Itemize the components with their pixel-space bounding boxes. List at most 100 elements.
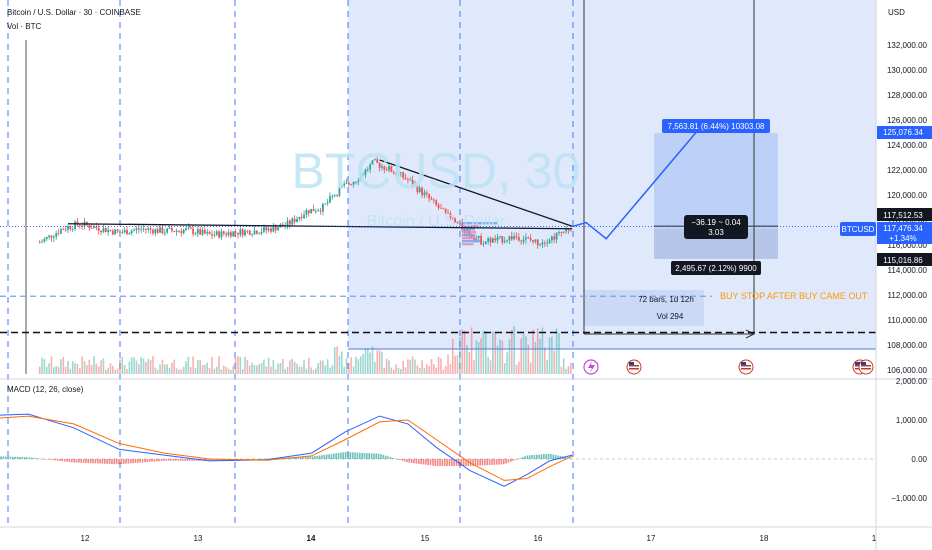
event-us-flag-icon-4[interactable]	[858, 359, 874, 375]
volume-bar	[551, 336, 553, 374]
macd-hist-bar	[427, 459, 430, 466]
event-flash-glyph	[588, 361, 595, 373]
macd-hist-bar	[384, 455, 387, 459]
volume-bar	[187, 356, 190, 374]
macd-hist-bar	[193, 459, 196, 461]
measure-box-profit[interactable]	[654, 133, 778, 229]
candle-body	[260, 231, 263, 234]
volume-bar	[194, 367, 197, 374]
candle-body	[385, 169, 388, 171]
candle-body	[76, 221, 79, 225]
macd-hist-bar	[337, 452, 340, 459]
macd-hist-bar	[264, 458, 267, 460]
macd-hist-bar	[373, 453, 375, 459]
macd-hist-bar	[153, 459, 156, 462]
volume-bar	[409, 359, 412, 374]
volume-bar	[256, 365, 258, 374]
measure-middle-label-bottom: 3.03	[708, 228, 724, 237]
macd-hist-bar	[321, 455, 323, 459]
volume-bar	[350, 357, 353, 374]
macd-hist-bar	[205, 459, 208, 461]
macd-hist-bar	[115, 459, 118, 465]
macd-hist-bar	[307, 456, 309, 459]
candle-body	[558, 232, 560, 234]
volume-label[interactable]: Vol · BTC	[7, 22, 41, 31]
volume-bar	[454, 355, 456, 374]
volume-bar	[326, 359, 329, 374]
volume-bar	[461, 329, 463, 374]
candle-body	[204, 229, 206, 234]
candle-body	[166, 228, 169, 233]
macd-hist-bar	[212, 459, 215, 461]
volume-bar	[156, 369, 159, 374]
macd-hist-bar	[396, 459, 399, 460]
volume-bar	[86, 364, 88, 374]
currency-label[interactable]: USD	[888, 8, 905, 17]
volume-bar	[253, 365, 256, 374]
macd-hist-bar	[375, 453, 378, 459]
macd-hist-bar	[380, 454, 382, 459]
chart-title[interactable]: Bitcoin / U.S. Dollar · 30 · COINBASE	[7, 8, 141, 17]
volume-bar	[546, 360, 548, 374]
event-us-flag-icon-2[interactable]	[738, 359, 754, 375]
volume-bar	[182, 366, 185, 374]
volume-bar	[364, 348, 367, 374]
volume-bar	[440, 358, 442, 374]
macd-hist-bar	[179, 459, 182, 461]
candle-body	[270, 228, 272, 232]
macd-hist-bar	[543, 454, 545, 459]
volume-bar	[322, 360, 324, 374]
macd-hist-bar	[368, 453, 370, 459]
candle-body	[199, 229, 202, 235]
candle-body	[343, 183, 346, 186]
candle-body	[345, 182, 348, 184]
volume-bar	[152, 356, 154, 374]
macd-hist-bar	[469, 459, 472, 466]
macd-hist-bar	[37, 458, 40, 460]
macd-label[interactable]: MACD (12, 26, close)	[7, 385, 84, 394]
volume-bar	[338, 355, 341, 374]
price-tick-label: 126,000.00	[887, 116, 928, 125]
volume-bar	[536, 328, 539, 374]
volume-bar	[149, 359, 152, 374]
macd-hist-bar	[467, 459, 470, 467]
projection-path[interactable]	[571, 131, 698, 240]
volume-profile-row	[462, 234, 476, 237]
volume-bar	[555, 328, 558, 374]
candle-body	[62, 229, 65, 231]
candle-body	[241, 229, 244, 236]
macd-hist-bar	[406, 459, 408, 463]
candle-body	[508, 236, 511, 241]
volume-bar	[272, 359, 275, 374]
macd-hist-bar	[196, 459, 198, 461]
volume-bar	[123, 364, 126, 374]
volume-bar	[463, 330, 466, 374]
macd-hist-bar	[559, 455, 562, 459]
macd-hist-bar	[540, 454, 543, 459]
macd-hist-bar	[146, 459, 149, 463]
candle-body	[428, 194, 431, 199]
event-us-flag-icon[interactable]	[626, 359, 642, 375]
buy-stop-annotation[interactable]: BUY STOP AFTER BUY CAME OUT	[720, 291, 868, 301]
price-tick-label: 130,000.00	[887, 66, 928, 75]
symbol-tag-bg	[840, 222, 876, 236]
macd-hist-bar	[465, 459, 467, 467]
macd-hist-bar	[387, 456, 389, 459]
trendline	[67, 223, 573, 230]
macd-hist-bar	[332, 453, 335, 459]
macd-hist-bar	[54, 459, 57, 461]
measure-top-label-bg	[662, 119, 770, 133]
measure-bottom-label: 2,495.67 (2.12%) 9900	[675, 264, 757, 273]
candle-body	[41, 241, 43, 243]
macd-hist-bar	[554, 454, 557, 459]
volume-profile-row	[462, 231, 477, 234]
candle-body	[496, 237, 499, 241]
candle-body	[123, 229, 126, 233]
macd-hist-bar	[141, 459, 144, 463]
candle-body	[503, 240, 506, 243]
candle-body	[296, 219, 298, 223]
volume-bar	[270, 366, 272, 374]
macd-hist-bar	[99, 459, 101, 464]
volume-bar	[69, 368, 72, 374]
